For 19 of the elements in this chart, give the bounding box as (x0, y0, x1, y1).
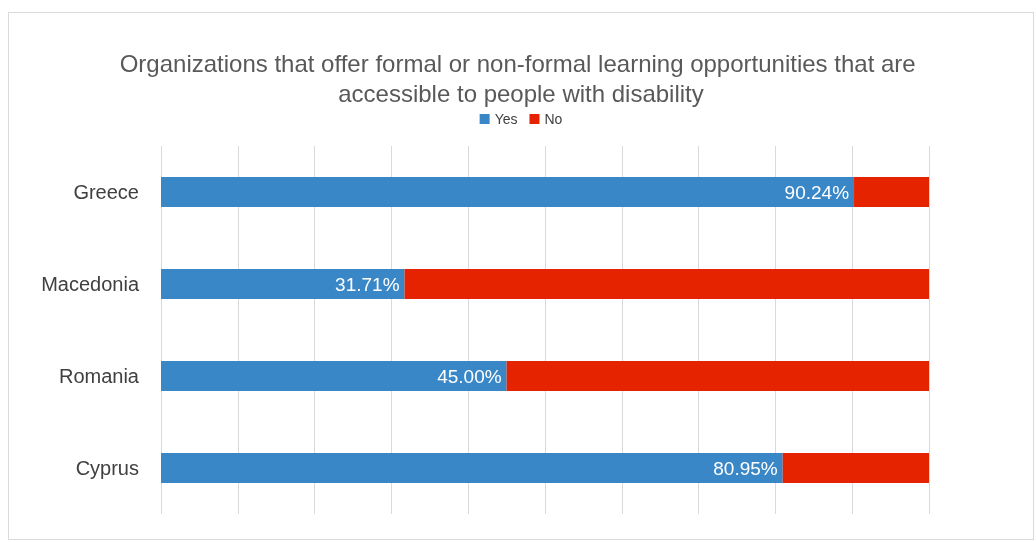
y-tick-label: Cyprus (75, 457, 139, 479)
bar (782, 453, 929, 483)
bar (161, 269, 405, 299)
data-label: 31.71% (335, 273, 400, 295)
y-tick-label: Romania (58, 365, 140, 387)
bar (854, 177, 929, 207)
data-label: 45.00% (437, 365, 502, 387)
bar (404, 269, 929, 299)
y-tick-label: Macedonia (41, 273, 140, 295)
legend-label: No (544, 111, 563, 127)
bar (506, 361, 929, 391)
bar (161, 177, 855, 207)
bar (161, 453, 783, 483)
bar (161, 361, 507, 391)
data-label: 90.24% (784, 181, 850, 203)
y-tick-label: Greece (73, 181, 139, 203)
legend-label: Yes (494, 111, 518, 127)
chart-title: Organizations that offer formal or non-formal learning opportunities that are accessible to people with disability (119, 49, 923, 107)
data-label: 80.95% (713, 457, 778, 479)
